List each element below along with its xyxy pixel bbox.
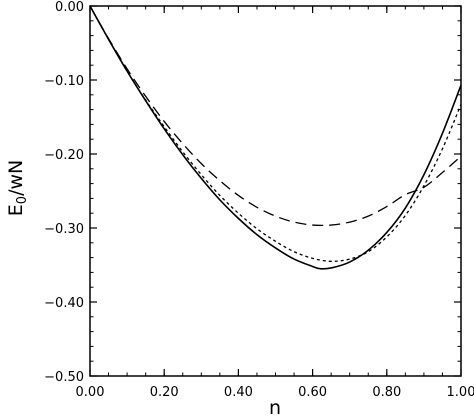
- x-tick-label: 0.80: [372, 385, 401, 400]
- axis-ticks: [89, 5, 462, 377]
- y-tick-label: −0.20: [44, 148, 84, 163]
- y-tick-label: −0.40: [44, 296, 84, 311]
- y-tick-label: 0.00: [55, 0, 84, 15]
- y-tick-label: −0.30: [44, 222, 84, 237]
- series-group: [89, 5, 462, 270]
- series-line-solid: [89, 5, 462, 270]
- plot-frame: [89, 5, 462, 377]
- y-axis-title-rest: /wN: [5, 160, 27, 196]
- x-axis-title: n: [269, 397, 281, 417]
- y-tick-label: −0.50: [44, 370, 84, 385]
- x-tick-label: 0.60: [298, 385, 327, 400]
- y-axis-title-sub: 0: [15, 196, 30, 204]
- x-tick-label: 0.00: [76, 385, 105, 400]
- y-tick-label: −0.10: [44, 74, 84, 89]
- tick-labels: 0.00 0.20 0.40 0.60 0.80 1.00 0.00 −0.10 −0.20 −0…: [44, 0, 474, 400]
- series-line-long-dash: [89, 5, 462, 227]
- y-axis-title: E0/wN: [5, 160, 30, 216]
- y-axis-title-main: E: [5, 204, 27, 216]
- series-line-short-dash: [89, 5, 462, 262]
- x-tick-label: 0.40: [224, 385, 253, 400]
- x-tick-label: 1.00: [447, 385, 474, 400]
- x-tick-label: 0.20: [150, 385, 179, 400]
